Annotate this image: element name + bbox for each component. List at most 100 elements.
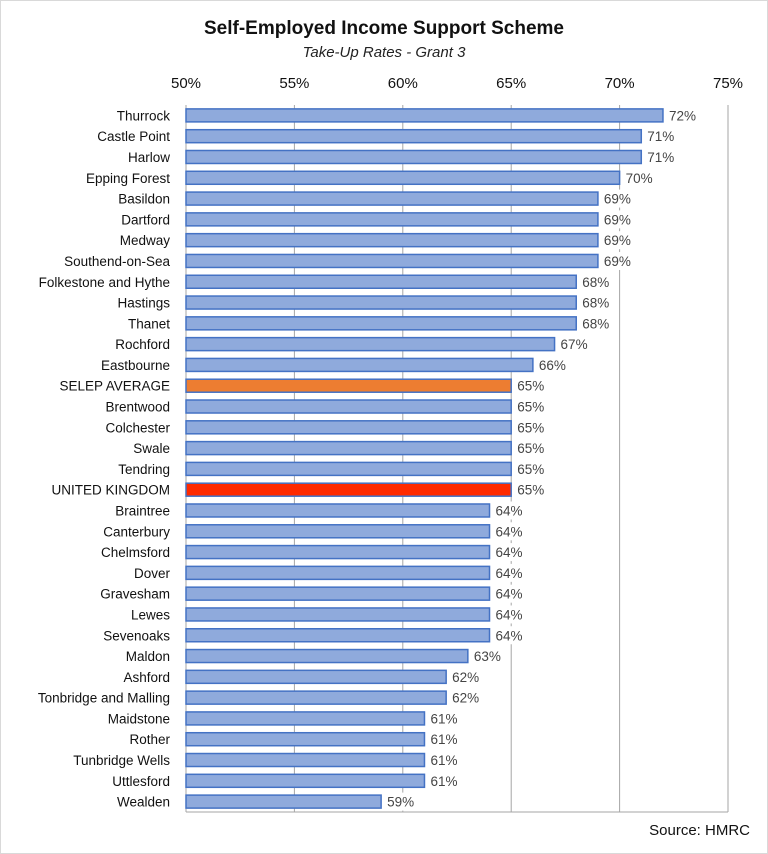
- data-label: 69%: [604, 212, 631, 227]
- category-label: Dartford: [121, 212, 170, 227]
- category-label: Tunbridge Wells: [73, 753, 170, 768]
- category-label: Eastbourne: [101, 358, 170, 373]
- category-label: Ashford: [123, 670, 170, 685]
- category-label: Lewes: [131, 607, 170, 622]
- data-label: 64%: [496, 566, 523, 581]
- data-label: 62%: [452, 670, 479, 685]
- data-label-bg: [491, 563, 530, 582]
- data-label-bg: [664, 106, 703, 125]
- category-label: Maldon: [126, 649, 170, 664]
- data-label-bg: [556, 335, 595, 354]
- bar: [185, 191, 599, 206]
- data-label: 61%: [430, 732, 457, 747]
- data-label-bg: [469, 647, 508, 666]
- chart-title: Self-Employed Income Support Scheme: [203, 18, 565, 39]
- data-label-bg: [643, 147, 682, 166]
- bar: [185, 212, 599, 227]
- category-label: Thanet: [128, 316, 170, 331]
- bar: [185, 357, 534, 373]
- bar: [185, 378, 512, 393]
- category-label: UNITED KINGDOM: [51, 483, 170, 498]
- category-label: Harlow: [128, 150, 170, 165]
- data-label-bg: [491, 501, 530, 520]
- bar: [185, 149, 643, 165]
- bar: [185, 607, 491, 622]
- data-label-bg: [578, 293, 617, 312]
- bar: [185, 108, 664, 123]
- category-label: Swale: [133, 441, 170, 456]
- category-label: Rochford: [115, 337, 170, 352]
- data-label: 64%: [496, 587, 523, 602]
- data-label: 67%: [561, 337, 588, 352]
- category-label: Castle Point: [97, 129, 170, 144]
- data-label: 63%: [474, 649, 501, 664]
- bar: [185, 420, 512, 435]
- data-label: 64%: [496, 524, 523, 539]
- data-label: 65%: [517, 379, 544, 394]
- data-label-bg: [426, 730, 465, 749]
- bar: [185, 544, 491, 560]
- bar: [185, 773, 426, 789]
- data-label-bg: [491, 605, 530, 624]
- data-label-bg: [448, 688, 487, 707]
- data-label: 64%: [496, 503, 523, 518]
- bar: [185, 170, 621, 186]
- bar: [185, 316, 577, 331]
- category-label: Tendring: [118, 462, 170, 477]
- data-label: 69%: [604, 233, 631, 248]
- bar: [185, 399, 512, 414]
- category-label: Folkestone and Hythe: [39, 275, 170, 290]
- category-label: Maidstone: [108, 711, 170, 726]
- data-label-bg: [599, 189, 638, 208]
- bar: [185, 648, 469, 664]
- bar: [185, 731, 426, 747]
- data-label-bg: [383, 792, 422, 811]
- category-label: Medway: [120, 233, 171, 248]
- data-label: 69%: [604, 192, 631, 207]
- data-label-bg: [426, 709, 465, 728]
- x-tick-label: 65%: [496, 75, 526, 92]
- bar: [185, 274, 577, 289]
- bar: [185, 253, 599, 269]
- category-label: Basildon: [118, 192, 170, 207]
- data-label-bg: [534, 355, 573, 374]
- x-tick-label: 75%: [713, 75, 743, 92]
- data-label-bg: [578, 314, 617, 333]
- data-label: 68%: [582, 316, 609, 331]
- category-label: Braintree: [115, 503, 170, 518]
- category-label: Colchester: [105, 420, 170, 435]
- data-label: 65%: [517, 441, 544, 456]
- bar: [185, 690, 447, 705]
- category-label: Sevenoaks: [103, 628, 170, 643]
- data-label-bg: [599, 210, 638, 229]
- category-label: Tonbridge and Malling: [38, 691, 170, 706]
- category-label: Hastings: [117, 296, 170, 311]
- bar: [185, 524, 491, 539]
- bar: [185, 336, 556, 352]
- x-tick-label: 50%: [171, 75, 201, 92]
- data-label-bg: [491, 522, 530, 541]
- bar: [185, 711, 426, 726]
- data-label: 65%: [517, 420, 544, 435]
- data-label-bg: [491, 543, 530, 562]
- data-label: 66%: [539, 358, 566, 373]
- data-label-bg: [513, 376, 552, 395]
- category-label: Dover: [134, 566, 171, 581]
- bar: [185, 128, 643, 144]
- data-label-bg: [513, 439, 552, 458]
- data-label-bg: [513, 459, 552, 478]
- data-label: 65%: [517, 400, 544, 415]
- category-label: SELEP AVERAGE: [59, 379, 170, 394]
- data-label: 64%: [496, 628, 523, 643]
- category-label: Wealden: [117, 795, 170, 810]
- category-label: Rother: [129, 732, 170, 747]
- bar: [185, 565, 491, 581]
- x-tick-label: 60%: [388, 75, 418, 92]
- data-label-bg: [578, 272, 617, 291]
- data-label: 72%: [669, 108, 696, 123]
- bar: [185, 628, 491, 643]
- data-label-bg: [643, 127, 682, 146]
- bar: [185, 669, 447, 685]
- bar: [185, 295, 577, 310]
